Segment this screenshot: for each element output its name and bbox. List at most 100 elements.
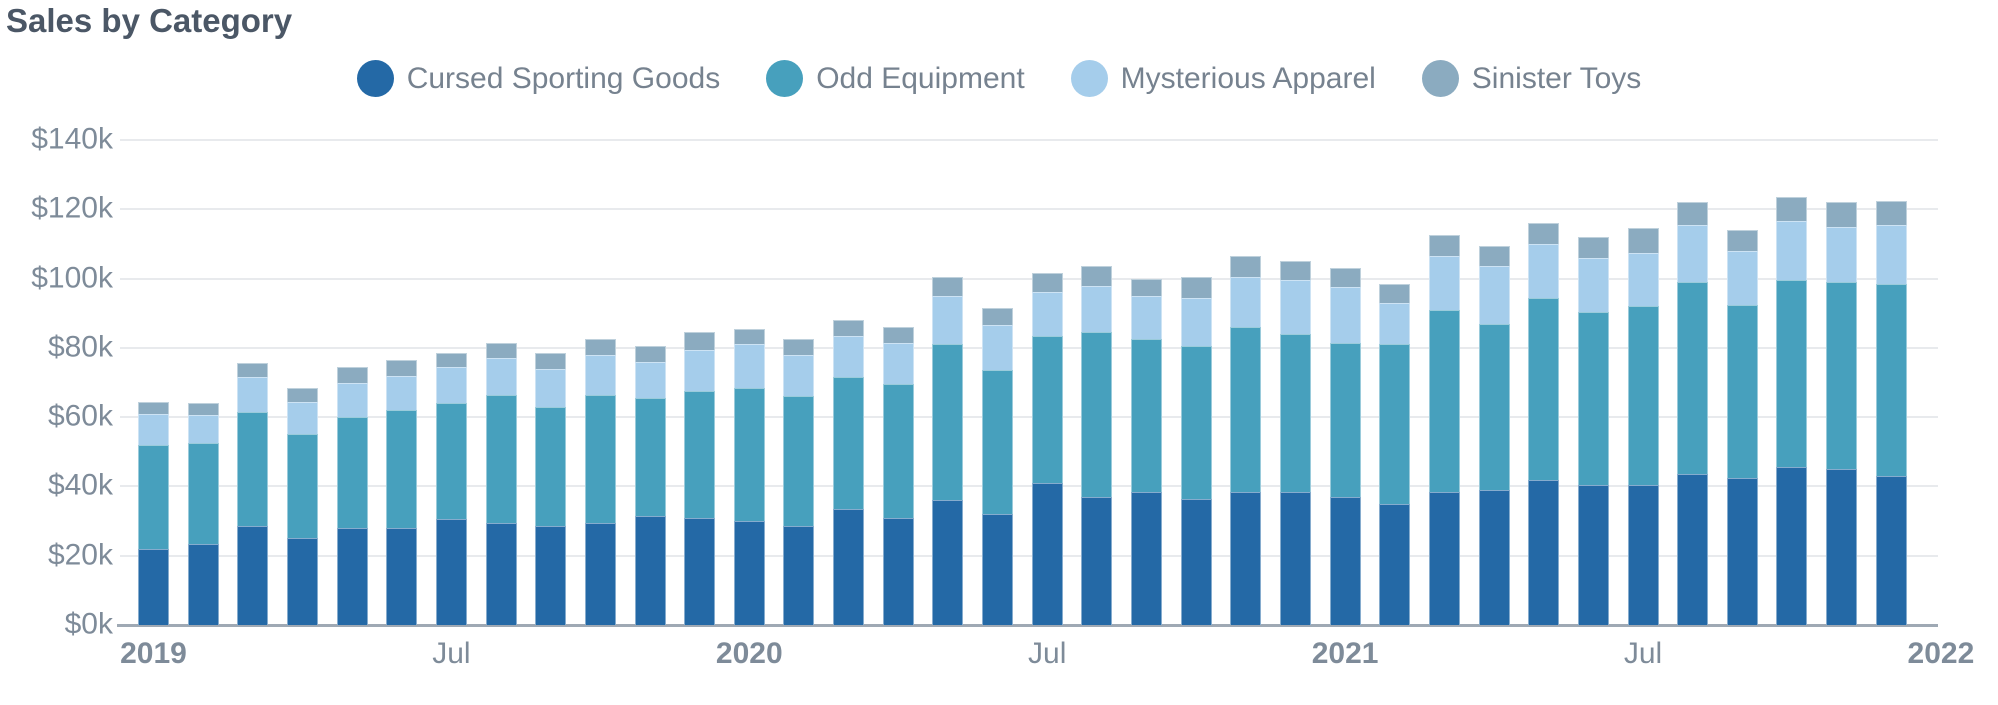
bar-segment-2021-07-odd-equipment[interactable] [1627, 306, 1659, 485]
bar-segment-2019-10-sinister-toys[interactable] [584, 339, 616, 355]
bar-segment-2019-06-cursed-sporting-goods[interactable] [386, 528, 418, 625]
bar-segment-2021-10-sinister-toys[interactable] [1776, 197, 1808, 222]
bar-segment-2021-02-odd-equipment[interactable] [1379, 344, 1411, 504]
bar-segment-2020-08-sinister-toys[interactable] [1081, 266, 1113, 286]
bar-segment-2021-03-odd-equipment[interactable] [1428, 309, 1460, 492]
bar-segment-2019-12-mysterious-apparel[interactable] [684, 349, 716, 392]
bar-segment-2021-12-odd-equipment[interactable] [1875, 283, 1907, 477]
bar-segment-2021-06-cursed-sporting-goods[interactable] [1577, 484, 1609, 625]
bar-segment-2021-04-odd-equipment[interactable] [1478, 323, 1510, 490]
bar-segment-2019-04-sinister-toys[interactable] [286, 387, 318, 402]
bar-segment-2020-05-sinister-toys[interactable] [932, 276, 964, 296]
bar-segment-2019-10-mysterious-apparel[interactable] [584, 354, 616, 395]
bar-segment-2021-09-mysterious-apparel[interactable] [1726, 250, 1758, 305]
bar-segment-2019-04-cursed-sporting-goods[interactable] [286, 538, 318, 625]
bar-segment-2019-01-sinister-toys[interactable] [138, 401, 169, 414]
bar-segment-2020-07-mysterious-apparel[interactable] [1031, 292, 1063, 336]
bar-segment-2019-04-mysterious-apparel[interactable] [286, 401, 318, 435]
bar-segment-2020-06-mysterious-apparel[interactable] [982, 325, 1014, 371]
bar-segment-2021-04-cursed-sporting-goods[interactable] [1478, 489, 1510, 625]
bar-segment-2020-11-cursed-sporting-goods[interactable] [1230, 491, 1262, 625]
bar-segment-2019-03-sinister-toys[interactable] [237, 363, 269, 378]
bar-segment-2019-03-cursed-sporting-goods[interactable] [237, 526, 269, 625]
bar-segment-2020-02-sinister-toys[interactable] [783, 339, 815, 355]
bar-segment-2019-07-sinister-toys[interactable] [435, 353, 467, 367]
bar-segment-2019-01-mysterious-apparel[interactable] [138, 413, 169, 445]
bar-segment-2020-10-mysterious-apparel[interactable] [1180, 297, 1212, 347]
bar-segment-2019-02-sinister-toys[interactable] [187, 403, 219, 416]
bar-segment-2020-09-mysterious-apparel[interactable] [1131, 295, 1162, 340]
bar-segment-2019-11-cursed-sporting-goods[interactable] [634, 515, 666, 625]
bar-segment-2019-07-cursed-sporting-goods[interactable] [435, 519, 467, 625]
bar-segment-2021-07-mysterious-apparel[interactable] [1627, 252, 1659, 307]
bar-segment-2019-11-sinister-toys[interactable] [634, 346, 666, 362]
bar-segment-2021-09-odd-equipment[interactable] [1726, 304, 1758, 478]
bar-segment-2021-07-sinister-toys[interactable] [1627, 228, 1659, 253]
bar-segment-2019-02-odd-equipment[interactable] [187, 443, 219, 544]
bar-segment-2020-12-cursed-sporting-goods[interactable] [1279, 491, 1311, 625]
bar-segment-2019-03-odd-equipment[interactable] [237, 411, 269, 527]
bar-segment-2020-03-sinister-toys[interactable] [833, 320, 865, 336]
bar-segment-2019-12-sinister-toys[interactable] [684, 332, 716, 350]
bar-segment-2020-09-sinister-toys[interactable] [1131, 278, 1162, 296]
bar-segment-2020-11-mysterious-apparel[interactable] [1230, 276, 1262, 328]
bar-segment-2021-05-cursed-sporting-goods[interactable] [1528, 479, 1560, 625]
bar-segment-2019-02-mysterious-apparel[interactable] [187, 415, 219, 444]
bar-segment-2021-03-sinister-toys[interactable] [1428, 235, 1460, 257]
bar-segment-2019-05-cursed-sporting-goods[interactable] [336, 528, 368, 625]
bar-segment-2020-02-mysterious-apparel[interactable] [783, 354, 815, 397]
bar-segment-2020-02-odd-equipment[interactable] [783, 396, 815, 527]
bar-segment-2020-08-mysterious-apparel[interactable] [1081, 285, 1113, 333]
bar-segment-2021-03-cursed-sporting-goods[interactable] [1428, 491, 1460, 625]
bar-segment-2021-12-cursed-sporting-goods[interactable] [1875, 476, 1907, 625]
bar-segment-2020-07-sinister-toys[interactable] [1031, 273, 1063, 293]
bar-segment-2021-08-cursed-sporting-goods[interactable] [1677, 474, 1709, 625]
bar-segment-2020-01-mysterious-apparel[interactable] [733, 344, 765, 388]
bar-segment-2021-12-sinister-toys[interactable] [1875, 200, 1907, 225]
bar-segment-2020-08-odd-equipment[interactable] [1081, 332, 1113, 497]
bar-segment-2021-03-mysterious-apparel[interactable] [1428, 256, 1460, 310]
bar-segment-2019-09-odd-equipment[interactable] [535, 406, 567, 527]
bar-segment-2019-11-odd-equipment[interactable] [634, 398, 666, 516]
bar-segment-2019-05-sinister-toys[interactable] [336, 366, 368, 383]
bar-segment-2020-04-mysterious-apparel[interactable] [882, 342, 914, 385]
bar-segment-2019-05-mysterious-apparel[interactable] [336, 382, 368, 418]
bar-segment-2020-05-odd-equipment[interactable] [932, 344, 964, 501]
bar-segment-2019-09-mysterious-apparel[interactable] [535, 368, 567, 407]
bar-segment-2019-07-mysterious-apparel[interactable] [435, 366, 467, 404]
bar-segment-2020-12-mysterious-apparel[interactable] [1279, 280, 1311, 334]
bar-segment-2021-02-mysterious-apparel[interactable] [1379, 302, 1411, 345]
bar-segment-2020-07-odd-equipment[interactable] [1031, 335, 1063, 483]
bar-segment-2019-07-odd-equipment[interactable] [435, 403, 467, 520]
bar-segment-2021-10-mysterious-apparel[interactable] [1776, 221, 1808, 281]
bar-segment-2020-09-cursed-sporting-goods[interactable] [1131, 491, 1162, 625]
bar-segment-2021-05-mysterious-apparel[interactable] [1528, 243, 1560, 298]
bar-segment-2019-06-odd-equipment[interactable] [386, 410, 418, 528]
bar-segment-2021-11-cursed-sporting-goods[interactable] [1826, 469, 1858, 625]
bar-segment-2021-10-cursed-sporting-goods[interactable] [1776, 467, 1808, 625]
bar-segment-2020-05-mysterious-apparel[interactable] [932, 295, 964, 345]
bar-segment-2019-01-cursed-sporting-goods[interactable] [138, 548, 169, 625]
legend-item-cursed-sporting-goods[interactable]: Cursed Sporting Goods [356, 60, 720, 97]
bar-segment-2020-02-cursed-sporting-goods[interactable] [783, 526, 815, 625]
bar-segment-2020-01-sinister-toys[interactable] [733, 328, 765, 345]
bar-segment-2021-08-sinister-toys[interactable] [1677, 202, 1709, 225]
bar-segment-2021-01-sinister-toys[interactable] [1329, 268, 1361, 288]
bar-segment-2019-08-odd-equipment[interactable] [485, 394, 517, 523]
bar-segment-2019-03-mysterious-apparel[interactable] [237, 377, 269, 412]
bar-segment-2020-06-sinister-toys[interactable] [982, 308, 1014, 326]
bar-segment-2021-05-odd-equipment[interactable] [1528, 297, 1560, 480]
bar-segment-2021-06-odd-equipment[interactable] [1577, 311, 1609, 485]
bar-segment-2021-01-cursed-sporting-goods[interactable] [1329, 496, 1361, 625]
bar-segment-2020-04-odd-equipment[interactable] [882, 384, 914, 518]
bar-segment-2020-11-odd-equipment[interactable] [1230, 327, 1262, 492]
bar-segment-2020-06-odd-equipment[interactable] [982, 370, 1014, 515]
bar-segment-2020-10-odd-equipment[interactable] [1180, 346, 1212, 499]
bar-segment-2021-08-mysterious-apparel[interactable] [1677, 224, 1709, 283]
legend-item-odd-equipment[interactable]: Odd Equipment [766, 60, 1025, 97]
bar-segment-2020-12-odd-equipment[interactable] [1279, 334, 1311, 492]
bar-segment-2019-05-odd-equipment[interactable] [336, 417, 368, 528]
bar-segment-2020-05-cursed-sporting-goods[interactable] [932, 500, 964, 625]
bar-segment-2019-08-mysterious-apparel[interactable] [485, 358, 517, 395]
bar-segment-2020-03-mysterious-apparel[interactable] [833, 335, 865, 378]
